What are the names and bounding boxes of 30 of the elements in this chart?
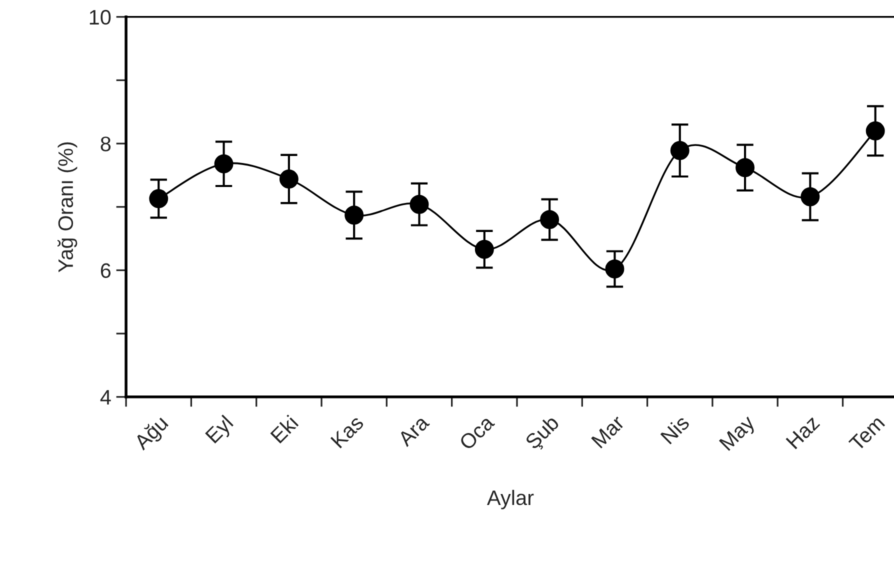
y-axis-title: Yağ Oranı (%) <box>58 142 78 272</box>
point <box>214 154 234 174</box>
x-tick-label: May <box>718 414 759 454</box>
y-tick-label: 8 <box>100 136 111 152</box>
y-tick-label: 4 <box>100 390 111 404</box>
point <box>800 187 820 206</box>
x-tick-label: Eki <box>270 414 299 444</box>
point <box>279 170 298 189</box>
point <box>474 240 494 259</box>
x-axis-title: Aylar <box>486 490 534 510</box>
x-tick-label: Eyl <box>204 414 237 447</box>
x-tick-label: Şub <box>524 414 563 453</box>
x-tick-label: Ara <box>396 414 430 448</box>
x-tick-label: Nis <box>660 414 690 444</box>
x-tick-label: Kas <box>330 414 364 449</box>
y-tick-label: 10 <box>90 10 111 25</box>
x-tick-label: Tem <box>848 415 886 452</box>
point <box>736 158 755 178</box>
x-tick-label: Haz <box>786 414 820 450</box>
x-tick-label: Ağu <box>132 414 172 454</box>
x-tick-label: Mar <box>591 414 626 449</box>
point <box>605 259 624 278</box>
point <box>540 210 560 230</box>
point <box>410 194 429 214</box>
y-tick-label: 6 <box>100 263 111 278</box>
x-tick-label: Oca <box>458 414 496 451</box>
point <box>344 206 364 225</box>
point <box>149 189 168 208</box>
point <box>866 121 885 140</box>
point <box>670 141 690 160</box>
